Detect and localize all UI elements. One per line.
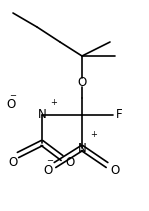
Text: N: N — [78, 142, 86, 154]
Text: −: − — [9, 91, 16, 100]
Text: O: O — [44, 164, 53, 176]
Text: O: O — [110, 164, 119, 176]
Text: O: O — [77, 77, 87, 89]
Text: −: − — [46, 156, 53, 165]
Text: F: F — [116, 108, 123, 122]
Text: N: N — [38, 108, 46, 122]
Text: +: + — [50, 98, 57, 107]
Text: O: O — [9, 156, 18, 169]
Text: O: O — [7, 99, 16, 111]
Text: O: O — [65, 156, 74, 169]
Text: +: + — [90, 130, 97, 139]
